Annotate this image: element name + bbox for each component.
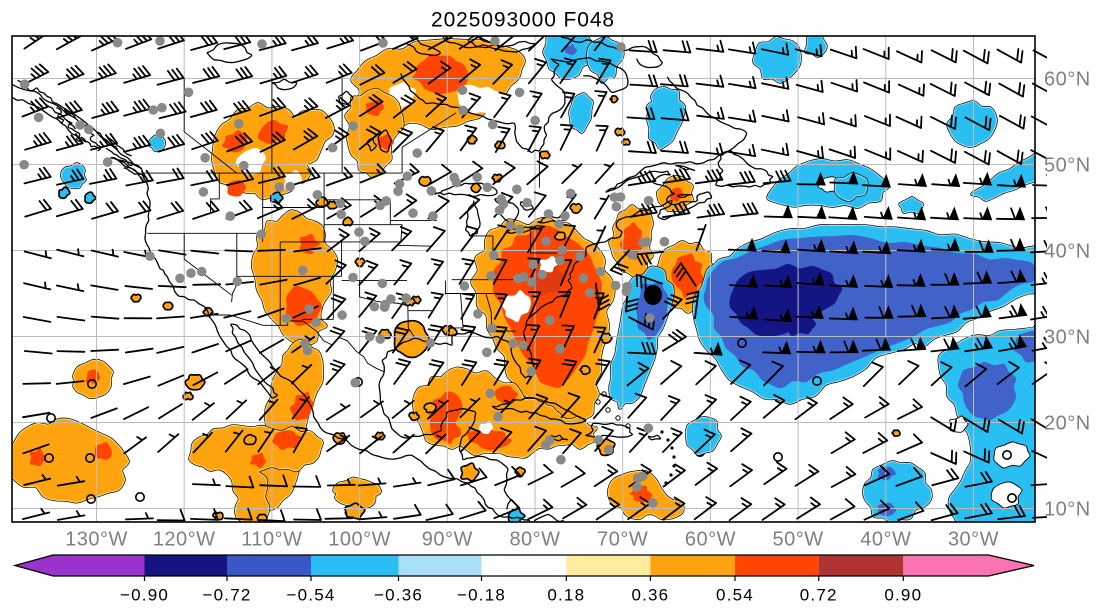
- svg-text:60°N: 60°N: [1044, 69, 1091, 91]
- svg-text:60°W: 60°W: [685, 529, 736, 551]
- svg-text:40°W: 40°W: [860, 529, 911, 551]
- svg-text:−0.54: −0.54: [286, 586, 335, 605]
- svg-text:−0.18: −0.18: [457, 586, 506, 605]
- svg-text:130°W: 130°W: [65, 529, 128, 551]
- svg-text:−0.72: −0.72: [202, 586, 251, 605]
- svg-text:0.90: 0.90: [884, 586, 922, 605]
- svg-text:−0.90: −0.90: [120, 586, 169, 605]
- svg-text:50°N: 50°N: [1044, 155, 1091, 177]
- svg-text:90°W: 90°W: [422, 529, 473, 551]
- svg-text:0.18: 0.18: [547, 586, 585, 605]
- svg-text:30°N: 30°N: [1044, 327, 1091, 349]
- svg-text:10°N: 10°N: [1044, 499, 1091, 521]
- svg-text:−0.36: −0.36: [374, 586, 423, 605]
- svg-text:40°N: 40°N: [1044, 241, 1091, 263]
- svg-text:0.36: 0.36: [631, 586, 669, 605]
- svg-text:70°W: 70°W: [597, 529, 648, 551]
- svg-text:100°W: 100°W: [328, 529, 391, 551]
- svg-text:80°W: 80°W: [509, 529, 560, 551]
- svg-text:0.54: 0.54: [716, 586, 754, 605]
- svg-text:110°W: 110°W: [241, 529, 302, 551]
- svg-text:30°W: 30°W: [948, 529, 999, 551]
- svg-text:2025093000 F048: 2025093000 F048: [431, 9, 615, 32]
- svg-text:20°N: 20°N: [1044, 413, 1091, 435]
- svg-text:0.72: 0.72: [800, 586, 838, 605]
- svg-text:50°W: 50°W: [773, 529, 824, 551]
- svg-text:120°W: 120°W: [153, 529, 216, 551]
